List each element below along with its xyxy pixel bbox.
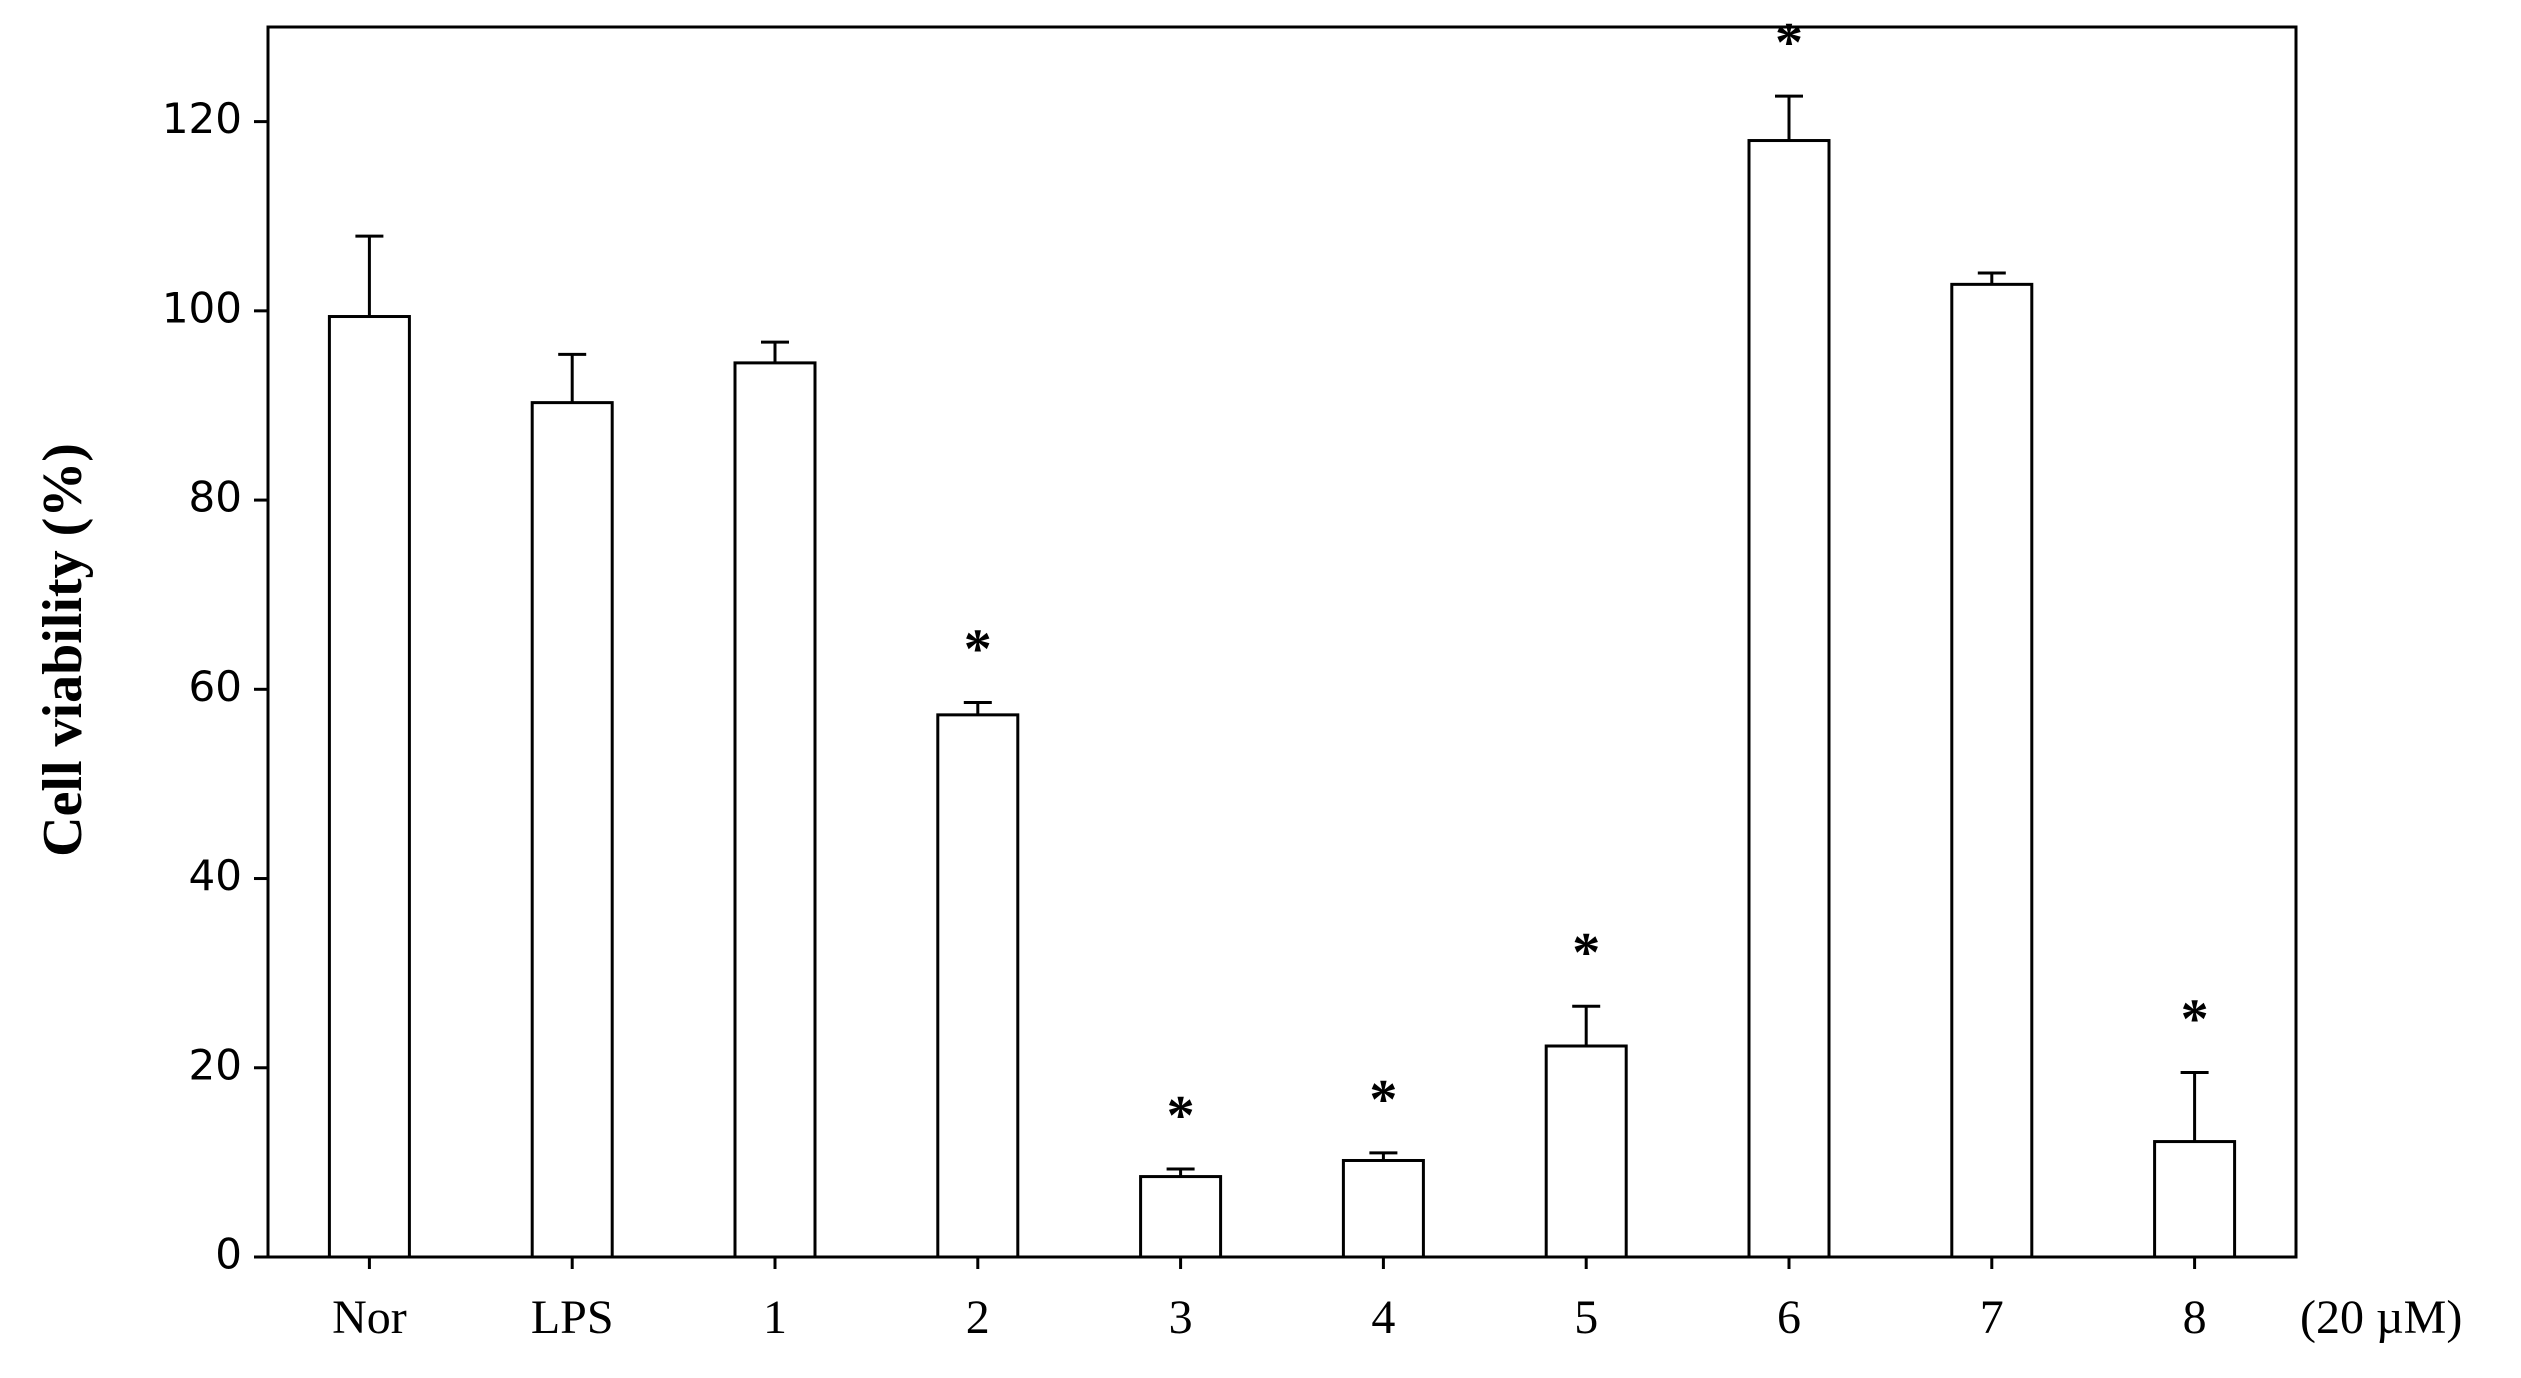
bar	[936, 713, 1020, 1259]
y-tick-label: 100	[162, 283, 242, 332]
x-tick-label: 1	[763, 1291, 787, 1344]
x-tick-label: 7	[1980, 1291, 2004, 1344]
significance-marker: *	[1572, 922, 1600, 984]
bar	[2153, 1140, 2237, 1259]
x-tick-label: 4	[1371, 1291, 1395, 1344]
y-tick-label: 0	[215, 1230, 242, 1279]
x-tick-label: 8	[2183, 1291, 2207, 1344]
y-tick-label: 60	[189, 662, 242, 711]
x-tick-label: 5	[1574, 1291, 1598, 1344]
plot-frame	[266, 25, 2298, 1259]
y-tick-label: 120	[162, 94, 242, 143]
y-tick-label: 40	[189, 851, 242, 900]
x-axis-label: (20 µM)	[2300, 1291, 2462, 1344]
bar	[1544, 1044, 1628, 1259]
y-tick-label: 80	[189, 473, 242, 522]
bar	[327, 315, 411, 1259]
significance-marker: *	[1369, 1069, 1397, 1131]
y-tick-label: 20	[189, 1040, 242, 1089]
significance-marker: *	[2181, 988, 2209, 1050]
x-tick-label: 6	[1777, 1291, 1801, 1344]
bar	[1139, 1175, 1223, 1259]
significance-marker: *	[964, 618, 992, 680]
bar	[1950, 282, 2034, 1259]
bar	[1747, 139, 1831, 1259]
x-tick-label: 2	[966, 1291, 990, 1344]
significance-marker: *	[1167, 1085, 1195, 1147]
x-tick-label: 3	[1169, 1291, 1193, 1344]
x-tick-label: Nor	[332, 1291, 407, 1344]
bar	[530, 401, 614, 1259]
bar	[1341, 1158, 1425, 1259]
x-tick-label: LPS	[531, 1291, 614, 1344]
significance-marker: *	[1775, 12, 1803, 74]
y-axis-label: Cell viability (%)	[32, 443, 94, 857]
bar	[733, 361, 817, 1259]
